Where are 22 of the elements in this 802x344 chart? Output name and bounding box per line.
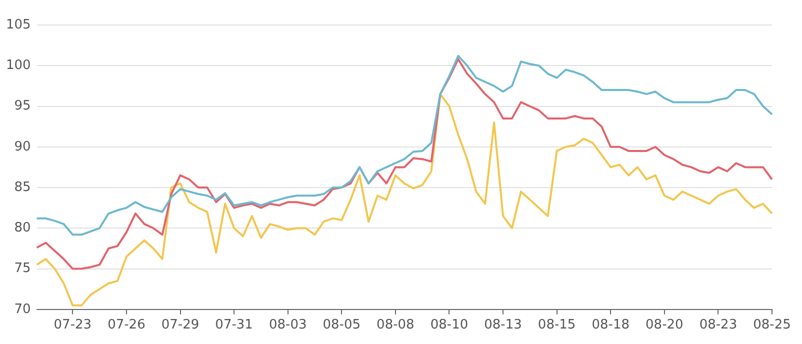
- x-tick-label: 08-08: [376, 318, 414, 333]
- x-tick-label: 07-31: [215, 318, 253, 333]
- x-tick-label: 08-13: [484, 318, 522, 333]
- x-tick-label: 08-20: [646, 318, 684, 333]
- x-tick-label: 08-10: [430, 318, 468, 333]
- y-tick-label: 100: [6, 58, 31, 74]
- x-tick-label: 07-29: [161, 318, 200, 333]
- y-tick-label: 70: [14, 302, 31, 317]
- y-tick-label: 75: [14, 261, 31, 276]
- x-tick-label: 07-23: [54, 318, 92, 333]
- x-tick-label: 08-18: [592, 318, 630, 333]
- x-tick-label: 07-26: [108, 318, 146, 333]
- y-tick-label: 85: [14, 180, 31, 195]
- x-tick-label: 08-15: [538, 318, 576, 333]
- y-tick-label: 105: [6, 17, 31, 32]
- x-tick-label: 08-25: [753, 318, 791, 333]
- x-tick-label: 08-23: [699, 318, 738, 333]
- x-tick-label: 08-05: [322, 318, 361, 333]
- y-tick-label: 80: [14, 220, 31, 236]
- y-tick-label: 95: [14, 98, 31, 114]
- x-tick-label: 08-03: [268, 318, 307, 333]
- y-tick-label: 90: [14, 139, 31, 154]
